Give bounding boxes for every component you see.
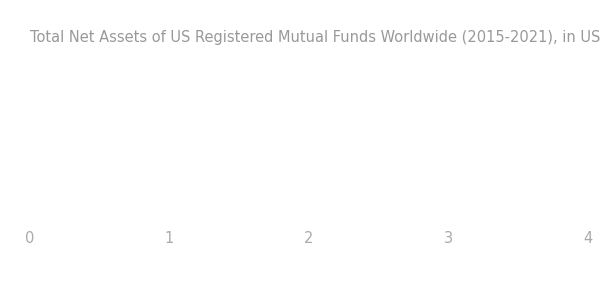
Text: Total Net Assets of US Registered Mutual Funds Worldwide (2015-2021), in USD Tri: Total Net Assets of US Registered Mutual… [30,30,600,45]
